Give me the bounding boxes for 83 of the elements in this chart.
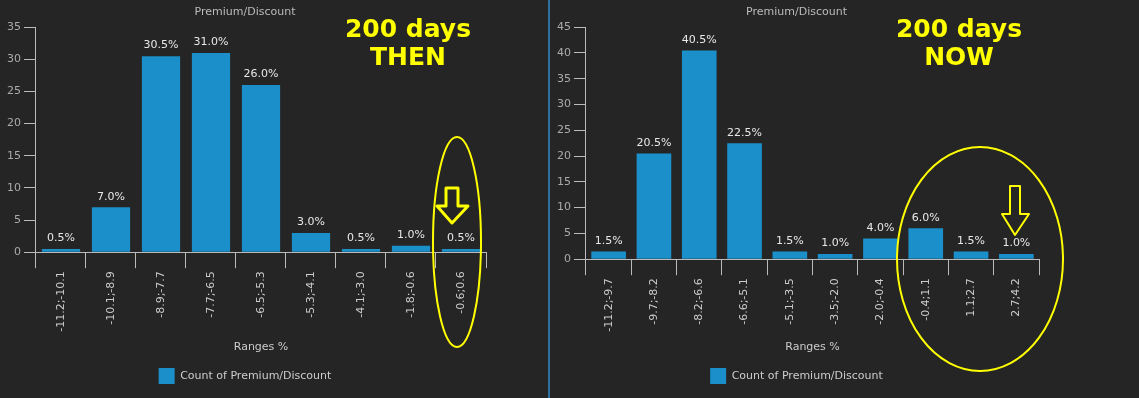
bar	[291, 232, 331, 252]
bar	[141, 56, 181, 252]
bar	[817, 254, 853, 259]
bar	[908, 228, 944, 259]
bar	[727, 143, 762, 259]
bar	[591, 251, 626, 259]
bar	[681, 50, 717, 259]
x-tick-label: -8.2;-6.6	[692, 278, 706, 325]
x-tick-label: -10.1;-8.9	[103, 271, 117, 325]
data-label: 1.5%	[594, 233, 623, 247]
y-tick-label: 25	[557, 123, 571, 137]
bar	[41, 248, 81, 252]
y-tick-label: 35	[7, 20, 21, 34]
y-tick-label: 5	[564, 226, 571, 240]
bar	[441, 248, 481, 252]
bar	[953, 251, 989, 259]
y-tick-label: 40	[557, 45, 571, 59]
x-tick-label: -2.0;-0.4	[873, 278, 887, 325]
bar	[191, 52, 231, 252]
y-tick-label: 15	[7, 148, 21, 162]
x-tick-label: -1.8;-0.6	[403, 271, 417, 318]
x-tick-label: -11.2;-9.7	[601, 278, 615, 332]
x-tick-label: -7.7;-6.5	[203, 271, 217, 318]
y-tick-label: 15	[557, 174, 571, 188]
bar	[391, 245, 431, 252]
y-tick-label: 35	[557, 71, 571, 85]
data-label: 40.5%	[681, 32, 717, 46]
bar	[772, 251, 808, 259]
data-label: 20.5%	[636, 135, 672, 149]
y-tick-label: 10	[557, 200, 571, 214]
y-tick-label: 30	[557, 97, 571, 111]
x-tick-label: -11.2;-10.1	[53, 271, 67, 332]
bar	[863, 238, 898, 259]
x-tick-label: 2.7;4.2	[1009, 278, 1023, 317]
annotation: 200 days THEN	[344, 14, 472, 71]
x-tick-label: -9.7;-8.2	[646, 278, 660, 325]
data-label: 31.0%	[193, 35, 229, 49]
x-tick-label: -4.1;-3.0	[353, 271, 367, 318]
x-tick-label: 1.1;2.7	[963, 278, 977, 317]
chart-title: Premium/Discount	[746, 5, 848, 19]
data-label: 26.0%	[243, 67, 279, 81]
data-label: 7.0%	[97, 189, 125, 203]
bar	[341, 248, 381, 252]
chart-title: Premium/Discount	[194, 5, 297, 19]
data-label: 1.5%	[957, 233, 986, 247]
data-label: 0.5%	[47, 231, 75, 245]
y-tick-label: 0	[564, 252, 571, 266]
bar	[91, 207, 131, 252]
data-label: 30.5%	[143, 38, 179, 52]
x-tick-label: -6.5;-5.3	[253, 271, 267, 318]
x-axis-title: Ranges %	[233, 340, 289, 354]
data-label: 1.5%	[775, 233, 804, 247]
y-tick-label: 20	[7, 116, 21, 130]
data-label: 1.0%	[1002, 236, 1031, 250]
x-tick-label: -5.3;-4.1	[303, 271, 317, 318]
y-tick-label: 20	[557, 148, 571, 162]
x-tick-label: -0.6;0.6	[453, 271, 467, 314]
x-tick-label: -8.9;-7.7	[153, 271, 167, 318]
data-label: 1.0%	[821, 236, 850, 250]
y-tick-label: 0	[14, 245, 21, 259]
legend-label: Count of Premium/Discount	[180, 368, 333, 382]
data-label: 4.0%	[866, 220, 895, 234]
y-tick-label: 5	[14, 212, 21, 226]
data-label: 3.0%	[297, 215, 325, 229]
data-label: 0.5%	[447, 231, 475, 245]
data-label: 0.5%	[347, 231, 375, 245]
annotation: 200 days NOW	[895, 14, 1023, 71]
x-tick-label: -5.1;-3.5	[782, 278, 796, 325]
data-label: 1.0%	[397, 228, 425, 242]
x-axis-title: Ranges %	[785, 340, 840, 354]
x-tick-label: -3.5;-2.0	[828, 278, 842, 325]
data-label: 22.5%	[727, 125, 763, 139]
y-tick-label: 45	[557, 20, 571, 34]
y-tick-label: 30	[7, 52, 21, 66]
bar	[636, 153, 672, 259]
bar	[241, 85, 281, 252]
x-tick-label: -6.6;-5.1	[737, 278, 751, 325]
data-label: 6.0%	[911, 210, 940, 224]
x-tick-label: -0.4;1.1	[918, 278, 932, 321]
y-tick-label: 25	[7, 84, 21, 98]
bar	[999, 254, 1034, 259]
y-tick-label: 10	[7, 180, 21, 194]
legend-label: Count of Premium/Discount	[731, 368, 884, 382]
